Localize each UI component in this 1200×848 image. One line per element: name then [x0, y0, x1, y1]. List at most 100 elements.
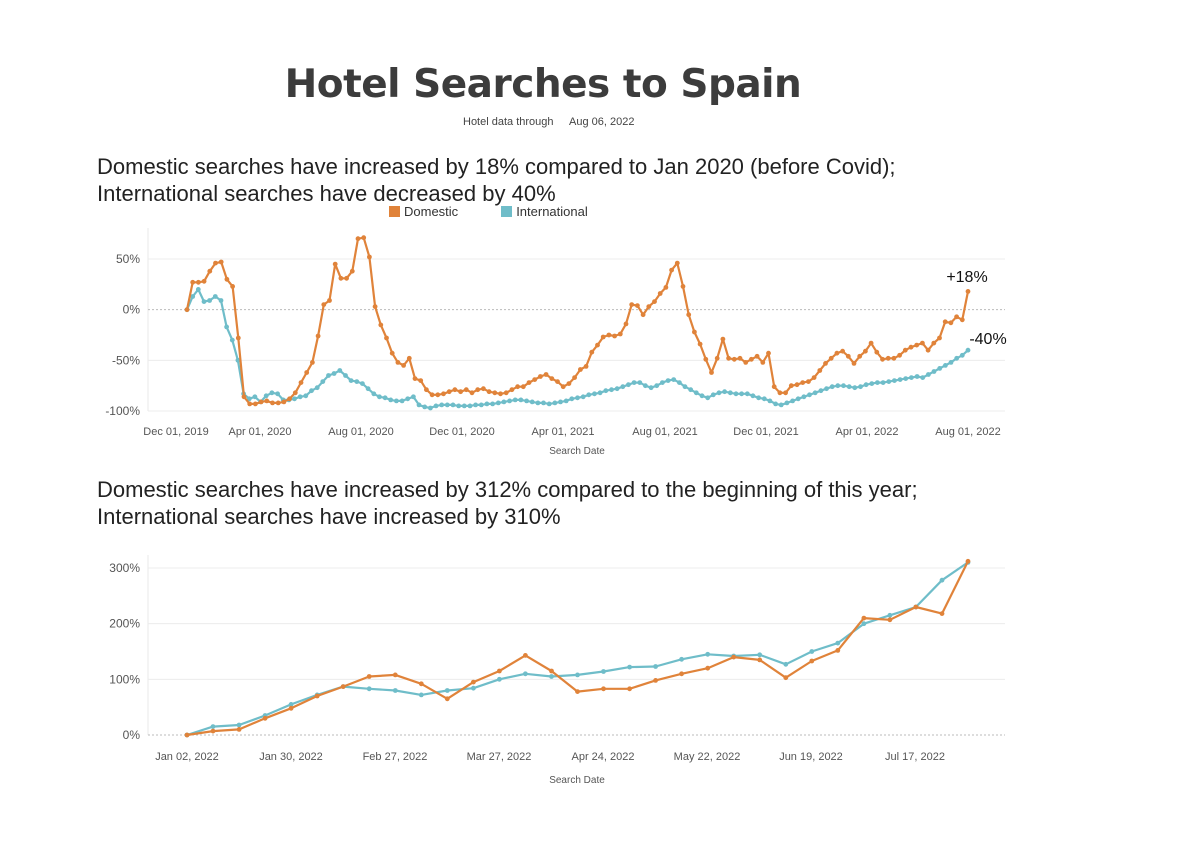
data-point: [948, 320, 954, 326]
data-point: [809, 658, 815, 664]
data-point: [340, 684, 346, 689]
data-point: [627, 664, 632, 670]
legend-international-swatch: [501, 206, 513, 217]
data-point: [806, 379, 811, 384]
data-point: [705, 395, 711, 401]
data-point: [727, 390, 733, 396]
data-point: [229, 337, 235, 343]
x-tick-label: Jan 30, 2022: [259, 751, 323, 763]
chart1-heading-line1: Domestic searches have increased by 18% …: [97, 154, 896, 179]
data-point: [212, 294, 218, 299]
data-point: [589, 349, 595, 355]
data-point: [416, 402, 422, 408]
data-point: [778, 402, 784, 408]
data-point: [399, 398, 405, 404]
data-point: [629, 302, 635, 307]
data-point: [600, 334, 606, 340]
data-point: [236, 722, 242, 728]
data-point: [657, 291, 663, 296]
data-point: [422, 404, 428, 410]
data-point: [897, 352, 902, 358]
data-point: [392, 672, 398, 678]
x-tick-label: Aug 01, 2021: [632, 426, 697, 438]
data-point: [845, 353, 851, 359]
data-point: [365, 386, 371, 392]
data-point: [703, 356, 709, 362]
data-point: [737, 355, 743, 361]
data-point: [731, 356, 737, 362]
data-point: [726, 355, 731, 361]
y-tick-label: 300%: [109, 561, 140, 575]
chart1-heading-line2: International searches have decreased by…: [97, 181, 556, 206]
data-point: [281, 399, 287, 405]
data-point: [418, 681, 424, 687]
data-point: [264, 398, 270, 404]
data-point: [348, 378, 354, 383]
data-point: [332, 261, 338, 267]
data-point: [863, 382, 869, 388]
x-tick-label: Mar 27, 2022: [467, 751, 532, 763]
data-point: [549, 674, 554, 679]
data-point: [262, 715, 268, 721]
data-point: [835, 648, 841, 653]
data-point: [384, 335, 389, 341]
data-point: [463, 387, 469, 393]
data-point: [631, 380, 637, 385]
data-point: [828, 355, 834, 361]
data-point: [749, 356, 754, 362]
data-point: [829, 384, 835, 390]
data-point: [263, 393, 269, 399]
data-point: [497, 676, 502, 682]
data-point: [481, 386, 486, 392]
chart-1: 50% 0% -50% -100%Dec 01, 2019 Apr 01, 2020 Au…: [105, 228, 1007, 457]
data-point: [959, 352, 965, 358]
data-point: [920, 340, 925, 346]
data-point: [835, 640, 841, 646]
data-point: [458, 389, 463, 395]
data-point: [720, 336, 726, 342]
chart2-heading-line2: International searches have increased by…: [97, 504, 561, 529]
data-point: [861, 615, 867, 621]
data-point: [388, 397, 394, 403]
annotation: +18%: [946, 269, 987, 286]
data-point: [315, 333, 321, 339]
data-point: [909, 375, 914, 380]
y-tick-label: 0%: [123, 303, 141, 317]
data-point: [767, 398, 773, 404]
data-point: [846, 384, 852, 390]
data-point: [937, 366, 943, 371]
data-point: [195, 287, 201, 292]
data-point: [258, 399, 264, 405]
data-point: [224, 324, 230, 330]
data-point: [869, 381, 875, 386]
data-point: [716, 390, 722, 396]
data-point: [338, 275, 344, 281]
data-point: [492, 390, 498, 396]
data-point: [497, 668, 502, 674]
x-tick-label: Jan 02, 2022: [155, 751, 219, 763]
data-point: [538, 374, 543, 379]
legend-international-label: International: [516, 204, 588, 219]
data-point: [367, 254, 372, 260]
data-point: [637, 380, 643, 385]
data-point: [794, 382, 800, 388]
data-point: [201, 299, 207, 304]
series-line-domestic: [185, 236, 970, 405]
data-point: [484, 401, 490, 407]
data-point: [840, 348, 845, 354]
data-point: [213, 260, 218, 266]
y-tick-label: 100%: [109, 672, 140, 686]
subtitle-date: Aug 06, 2022: [569, 116, 635, 128]
data-point: [456, 403, 462, 409]
data-point: [948, 360, 954, 365]
legend: Domestic International: [389, 204, 588, 219]
data-point: [498, 391, 503, 397]
data-point: [184, 732, 190, 738]
data-point: [354, 379, 360, 384]
data-point: [207, 298, 213, 303]
data-point: [937, 335, 942, 341]
data-point: [652, 299, 657, 304]
data-point: [688, 387, 694, 393]
data-point: [321, 302, 327, 307]
data-point: [524, 398, 529, 404]
